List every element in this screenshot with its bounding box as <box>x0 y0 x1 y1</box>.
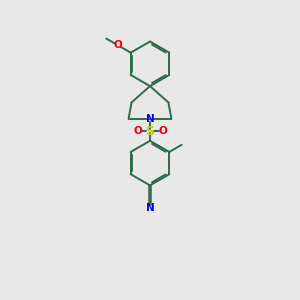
Text: N: N <box>146 203 154 213</box>
Text: S: S <box>146 125 154 138</box>
Text: O: O <box>158 126 167 136</box>
Text: O: O <box>133 126 142 136</box>
Text: O: O <box>113 40 122 50</box>
Text: N: N <box>146 114 154 124</box>
